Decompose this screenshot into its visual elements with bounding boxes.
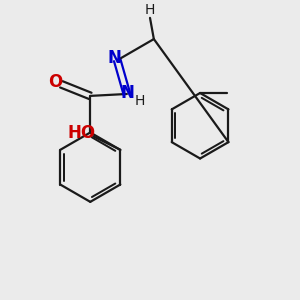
Text: N: N — [107, 49, 121, 67]
Text: H: H — [145, 3, 155, 17]
Text: O: O — [49, 74, 63, 92]
Text: HO: HO — [68, 124, 96, 142]
Text: N: N — [121, 84, 135, 102]
Text: H: H — [134, 94, 145, 108]
